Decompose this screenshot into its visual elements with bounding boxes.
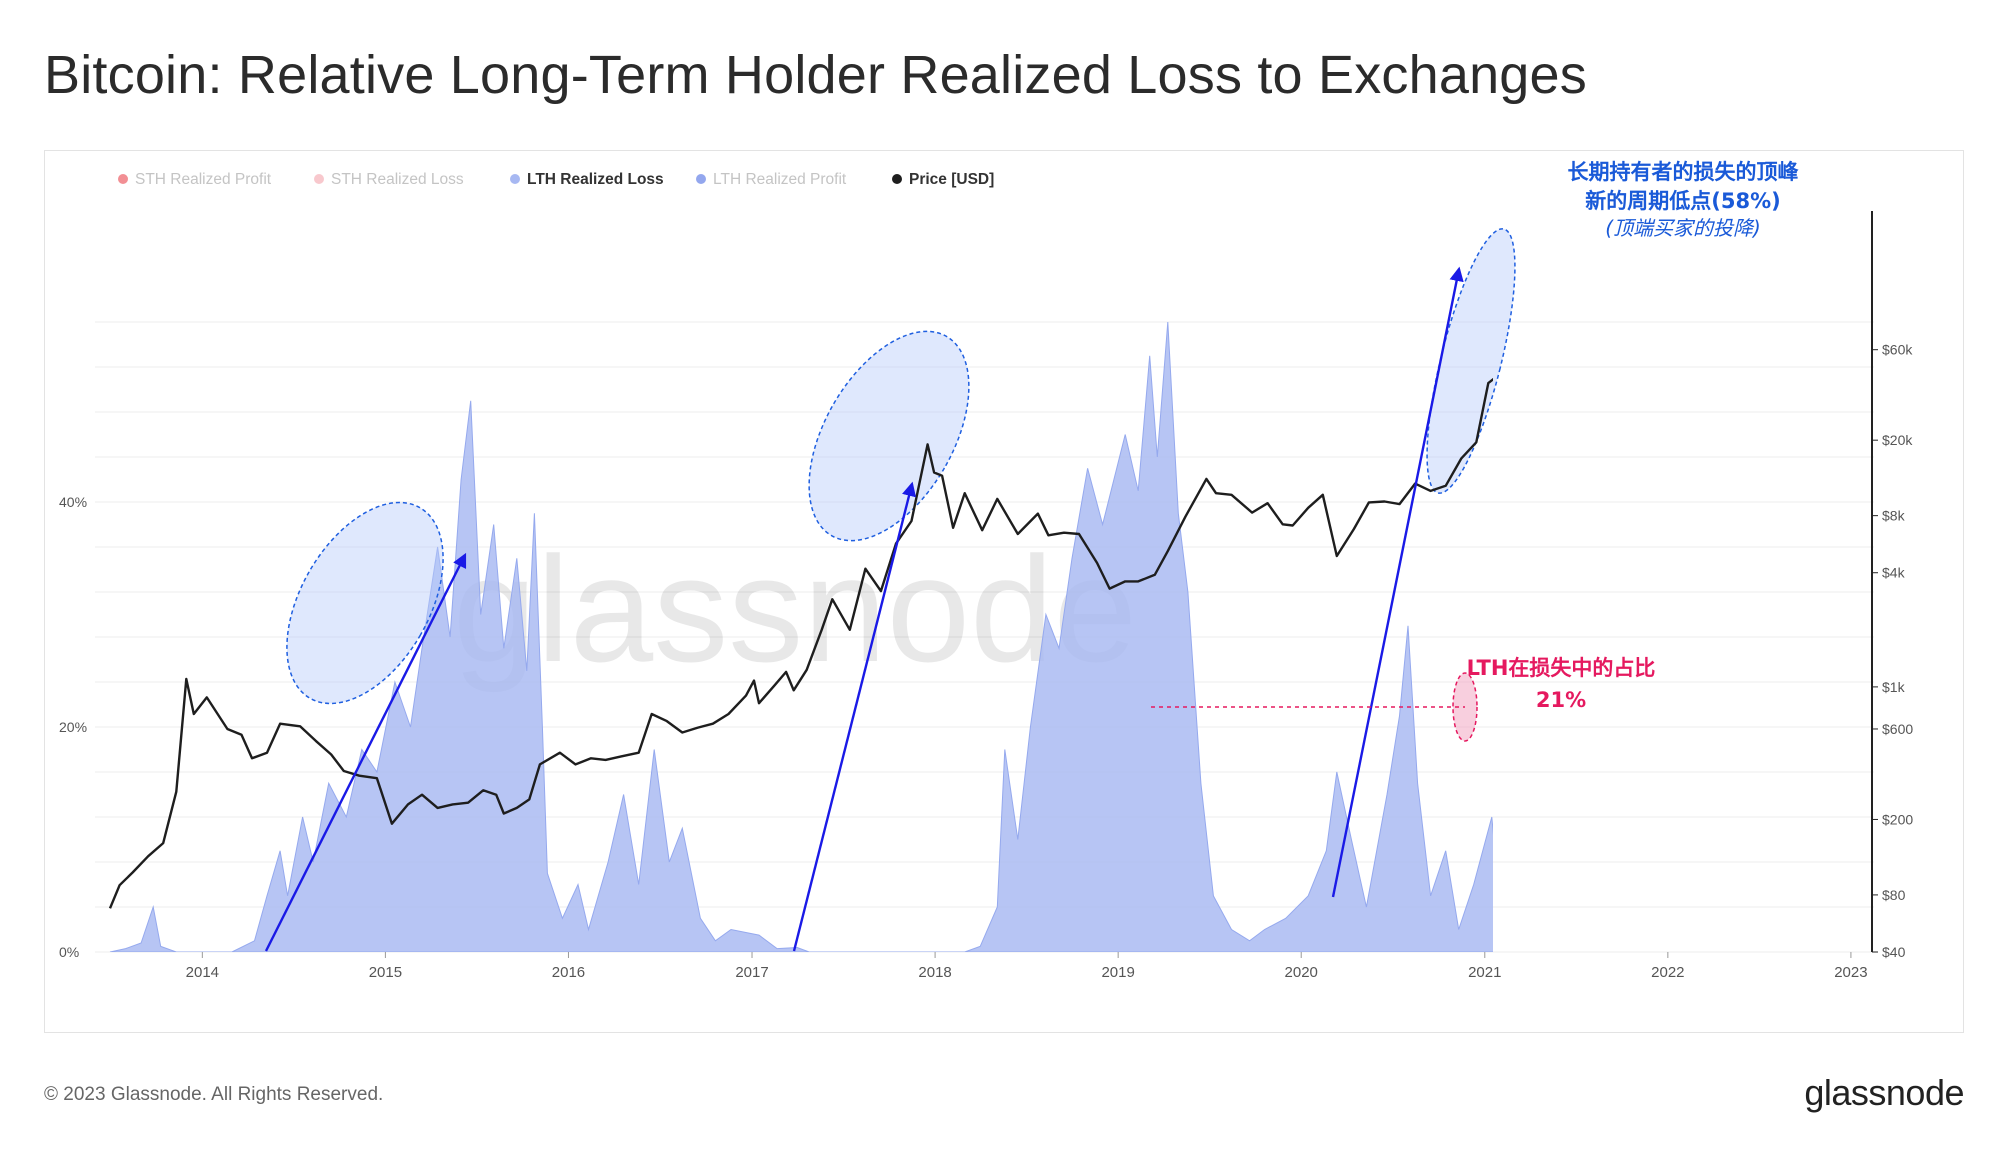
y-right-tick-label: $200 xyxy=(1882,811,1913,827)
legend-label: LTH Realized Profit xyxy=(713,171,847,188)
footer-copyright: © 2023 Glassnode. All Rights Reserved. xyxy=(44,1084,384,1105)
legend-label: Price [USD] xyxy=(909,171,994,188)
y-right-tick-label: $4k xyxy=(1882,565,1906,581)
watermark: glassnode xyxy=(453,525,1137,693)
x-tick-label: 2017 xyxy=(735,964,768,981)
trend-arrow-3 xyxy=(1331,266,1464,898)
annotation-peak-line1: 长期持有者的损失的顶峰 xyxy=(1568,160,1799,184)
legend-marker xyxy=(510,174,520,184)
y-right-tick-label: $8k xyxy=(1882,508,1906,524)
legend-marker xyxy=(118,174,128,184)
legend-marker xyxy=(892,174,902,184)
x-tick-label: 2023 xyxy=(1834,964,1867,981)
highlight-ellipse-2 xyxy=(808,330,970,542)
chart-svg: glassnode 0% 20% 40% $40 $80 $200 $600 $1k $4k $8… xyxy=(59,160,1913,981)
x-tick-label: 2016 xyxy=(552,964,585,981)
legend-item-sth-realized-loss[interactable]: STH Realized Loss xyxy=(314,171,464,188)
y-right-tick-label: $80 xyxy=(1882,887,1906,903)
lth-realized-loss-area xyxy=(109,321,1493,952)
footer-logo: glassnode xyxy=(1804,1072,1964,1113)
annotation-current-line2: 21% xyxy=(1536,688,1586,712)
highlight-ellipse-3 xyxy=(1426,228,1516,494)
y-right-tick-label: $1k xyxy=(1882,679,1906,695)
trend-arrow-2 xyxy=(792,481,917,952)
x-tick-label: 2015 xyxy=(369,964,402,981)
y-left-tick-label: 20% xyxy=(59,719,87,735)
page-title: Bitcoin: Relative Long-Term Holder Reali… xyxy=(44,45,1587,105)
x-tick-label: 2014 xyxy=(186,964,219,981)
legend-label: STH Realized Profit xyxy=(135,171,272,188)
legend-item-lth-realized-profit[interactable]: LTH Realized Profit xyxy=(696,171,847,188)
y-right-tick-label: $60k xyxy=(1882,342,1913,358)
price-line xyxy=(108,377,1493,909)
legend-item-lth-realized-loss[interactable]: LTH Realized Loss xyxy=(510,171,664,188)
trend-arrow-1 xyxy=(264,552,467,952)
y-left-tick-label: 40% xyxy=(59,494,87,510)
annotation-peak-line3: (顶端买家的投降) xyxy=(1605,216,1761,240)
x-tick-label: 2021 xyxy=(1468,964,1501,981)
x-tick-label: 2018 xyxy=(918,964,951,981)
annotation-peak-line2: 新的周期低点(58%) xyxy=(1585,189,1780,213)
chart-frame: glassnode 0% 20% 40% $40 $80 $200 $600 $1k $4k $8… xyxy=(44,150,1964,1033)
legend-item-price-usd-[interactable]: Price [USD] xyxy=(892,171,994,188)
annotation-current-line1: LTH在损失中的占比 xyxy=(1467,656,1656,680)
legend-label: STH Realized Loss xyxy=(331,171,464,188)
legend-label: LTH Realized Loss xyxy=(527,171,664,188)
x-tick-label: 2019 xyxy=(1101,964,1134,981)
legend-item-sth-realized-profit[interactable]: STH Realized Profit xyxy=(118,171,272,188)
y-left-tick-label: 0% xyxy=(59,944,79,960)
y-right-tick-label: $40 xyxy=(1882,944,1906,960)
highlight-ellipse-1 xyxy=(286,501,444,705)
legend-marker xyxy=(696,174,706,184)
y-right-tick-label: $20k xyxy=(1882,432,1913,448)
x-tick-label: 2020 xyxy=(1285,964,1318,981)
y-right-tick-label: $600 xyxy=(1882,721,1913,737)
legend-marker xyxy=(314,174,324,184)
x-tick-label: 2022 xyxy=(1651,964,1684,981)
